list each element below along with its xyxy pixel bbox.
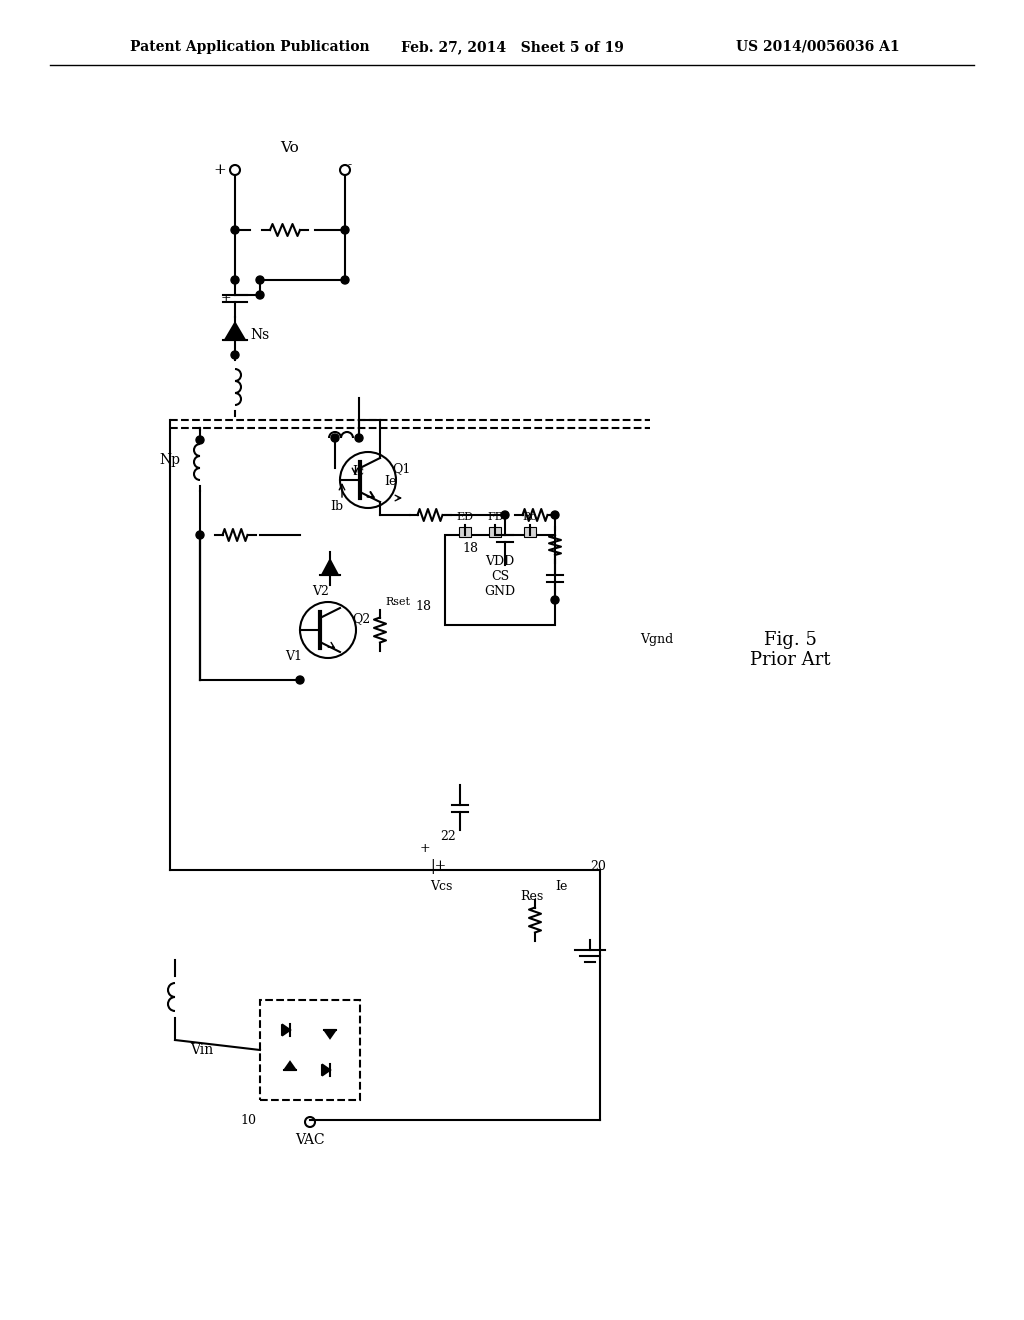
Text: 10: 10: [240, 1114, 256, 1126]
Text: Vin: Vin: [190, 1043, 213, 1057]
Text: -: -: [348, 158, 352, 172]
Text: 18: 18: [415, 601, 431, 612]
Polygon shape: [325, 1030, 336, 1038]
Text: +: +: [214, 162, 226, 177]
Bar: [489, 527, 501, 537]
Polygon shape: [285, 1063, 296, 1071]
Text: Res: Res: [520, 890, 544, 903]
Text: V2: V2: [312, 585, 329, 598]
Bar: [445, 535, 555, 624]
Text: Ns: Ns: [250, 327, 269, 342]
Circle shape: [331, 434, 339, 442]
Text: Prior Art: Prior Art: [750, 651, 830, 669]
Text: 22: 22: [440, 830, 456, 843]
Circle shape: [231, 351, 239, 359]
Text: V1: V1: [285, 649, 302, 663]
Circle shape: [196, 436, 204, 444]
Text: Np: Np: [159, 453, 180, 467]
Circle shape: [551, 511, 559, 519]
Text: Ie: Ie: [384, 475, 396, 488]
Text: VDD: VDD: [485, 554, 515, 568]
Text: |+: |+: [430, 859, 446, 874]
Circle shape: [256, 290, 264, 300]
Circle shape: [341, 276, 349, 284]
Circle shape: [501, 511, 509, 519]
Text: Vcs: Vcs: [430, 880, 453, 894]
Text: 20: 20: [590, 861, 606, 873]
Polygon shape: [282, 1024, 290, 1036]
Text: Rc: Rc: [522, 512, 538, 521]
Circle shape: [231, 276, 239, 284]
Text: CS: CS: [490, 570, 509, 583]
Text: US 2014/0056036 A1: US 2014/0056036 A1: [736, 40, 900, 54]
Circle shape: [231, 226, 239, 234]
Text: Patent Application Publication: Patent Application Publication: [130, 40, 370, 54]
Circle shape: [355, 434, 362, 442]
Text: Q2: Q2: [352, 612, 371, 624]
Circle shape: [256, 276, 264, 284]
Circle shape: [196, 531, 204, 539]
Text: Fig. 5: Fig. 5: [764, 631, 816, 649]
Text: VAC: VAC: [295, 1133, 325, 1147]
Text: FB: FB: [487, 512, 503, 521]
Text: ED: ED: [457, 512, 473, 521]
Circle shape: [341, 226, 349, 234]
Text: Ic: Ic: [352, 465, 364, 478]
Text: +: +: [221, 293, 231, 305]
Polygon shape: [322, 560, 338, 576]
Text: Q1: Q1: [392, 462, 411, 475]
Text: +: +: [420, 842, 431, 855]
Bar: [524, 527, 536, 537]
Text: Ie: Ie: [555, 880, 567, 894]
Polygon shape: [322, 1064, 330, 1076]
Circle shape: [551, 597, 559, 605]
Bar: [260, 1001, 360, 1100]
Text: Vgnd: Vgnd: [640, 634, 673, 647]
Bar: [459, 527, 471, 537]
Text: GND: GND: [484, 585, 515, 598]
Text: Rset: Rset: [385, 597, 410, 607]
Circle shape: [296, 676, 304, 684]
Polygon shape: [225, 323, 245, 341]
Text: Ib: Ib: [330, 500, 343, 513]
Text: Vo: Vo: [281, 141, 299, 154]
Text: 18: 18: [462, 543, 478, 554]
Text: Feb. 27, 2014   Sheet 5 of 19: Feb. 27, 2014 Sheet 5 of 19: [400, 40, 624, 54]
